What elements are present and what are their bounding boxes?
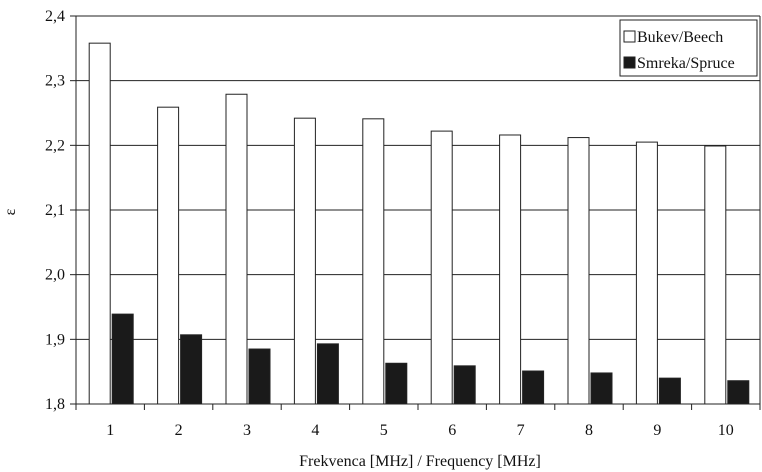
bar-spruce bbox=[658, 377, 681, 405]
x-tick-label: 3 bbox=[243, 422, 251, 439]
legend: Bukev/Beech Smreka/Spruce bbox=[619, 19, 758, 77]
bar-spruce bbox=[111, 313, 134, 405]
x-tick-label: 10 bbox=[718, 422, 734, 439]
x-tick-label: 6 bbox=[448, 422, 456, 439]
x-tick-label: 4 bbox=[311, 422, 319, 439]
bar-spruce bbox=[248, 348, 271, 405]
y-tick-label: 2,0 bbox=[45, 267, 65, 284]
x-tick-label: 7 bbox=[517, 422, 525, 439]
bar-beech bbox=[362, 118, 385, 405]
y-tick-label: 2,3 bbox=[45, 73, 65, 90]
x-axis-label: Frekvenca [MHz] / Frequency [MHz] bbox=[299, 453, 541, 470]
bars bbox=[88, 42, 750, 405]
bar-beech bbox=[88, 42, 111, 405]
bar-beech bbox=[567, 137, 590, 405]
y-tick-label: 2,2 bbox=[45, 137, 65, 154]
y-axis-label: ε bbox=[2, 208, 19, 215]
y-tick-label: 2,1 bbox=[45, 202, 65, 219]
bar-spruce bbox=[316, 343, 339, 405]
legend-box bbox=[619, 19, 758, 77]
bar-spruce bbox=[385, 362, 408, 405]
x-tick-label: 8 bbox=[585, 422, 593, 439]
x-tick-label: 2 bbox=[175, 422, 183, 439]
x-tick-label: 1 bbox=[106, 422, 114, 439]
bar-spruce bbox=[727, 380, 750, 405]
y-tick-label: 1,8 bbox=[45, 396, 65, 413]
y-tick-label: 1,9 bbox=[45, 331, 65, 348]
bar-beech bbox=[157, 106, 180, 405]
legend-swatch-beech bbox=[623, 30, 636, 43]
x-tick-label: 5 bbox=[380, 422, 388, 439]
legend-label-beech: Bukev/Beech bbox=[637, 29, 723, 46]
legend-label-spruce: Smreka/Spruce bbox=[637, 55, 735, 72]
x-tick-labels: 1 2 3 4 5 6 7 8 9 10 bbox=[106, 422, 734, 439]
axes bbox=[70, 15, 761, 410]
y-tick-labels: 1,8 1,9 2,0 2,1 2,2 2,3 2,4 bbox=[45, 8, 65, 413]
bar-spruce bbox=[522, 370, 545, 405]
bar-beech bbox=[293, 117, 316, 405]
bar-beech bbox=[499, 134, 522, 405]
bar-beech bbox=[430, 130, 453, 405]
bar-beech bbox=[635, 141, 658, 405]
bar-spruce bbox=[180, 334, 203, 405]
bar-beech bbox=[704, 145, 727, 405]
bar-beech bbox=[225, 93, 248, 405]
x-tick-label: 9 bbox=[653, 422, 661, 439]
legend-swatch-spruce bbox=[623, 56, 636, 69]
y-tick-label: 2,4 bbox=[45, 8, 65, 25]
bar-spruce bbox=[453, 365, 476, 405]
bar-spruce bbox=[590, 372, 613, 405]
